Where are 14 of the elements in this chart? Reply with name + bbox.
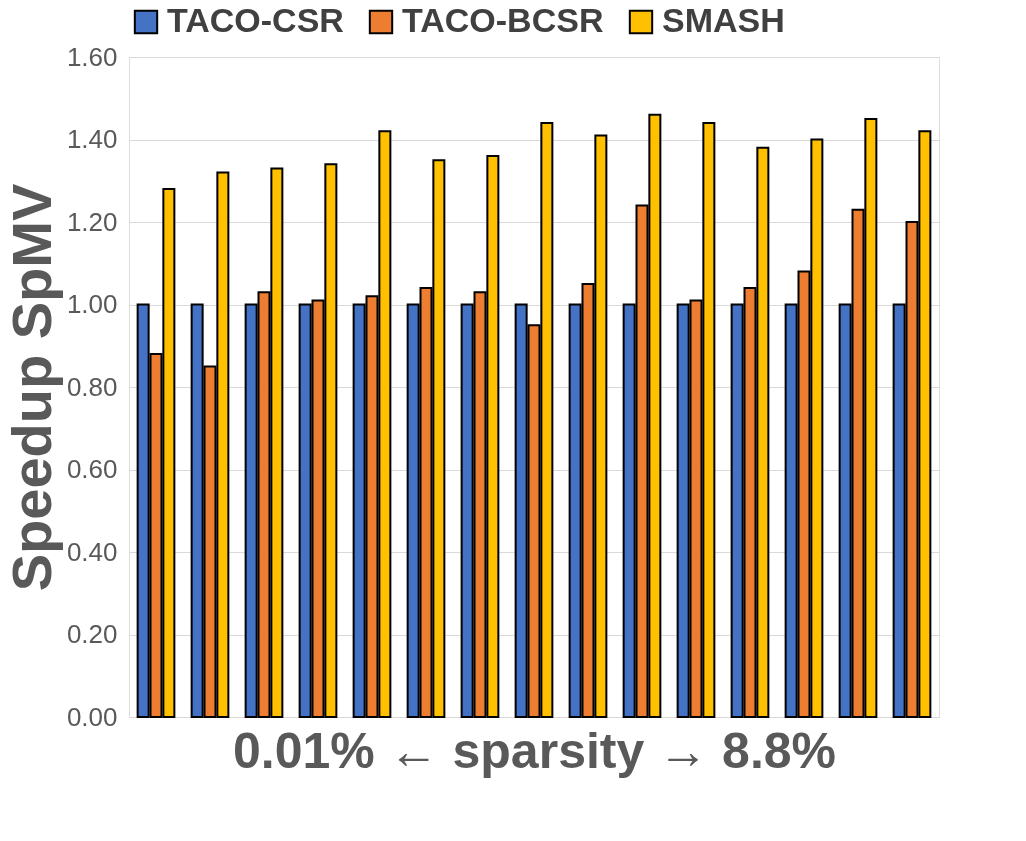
legend-label: TACO-BCSR (402, 1, 604, 39)
legend-label: SMASH (662, 1, 785, 39)
y-tick-label: 0.40 (66, 536, 118, 567)
y-tick-label: 1.40 (66, 124, 118, 154)
y-tick-label: 1.00 (66, 289, 118, 319)
y-tick-label: 0.80 (66, 371, 118, 402)
y-axis-title: Speedup SpMV (0, 183, 63, 592)
y-tick-label: 0.60 (66, 454, 118, 484)
legend-label: TACO-CSR (167, 1, 344, 39)
y-tick-label: 1.20 (66, 206, 118, 237)
y-tick-label: 0.20 (66, 619, 118, 649)
x-axis-title: 0.01% ← sparsity → 8.8% (232, 722, 837, 779)
y-tick-label: 1.60 (66, 41, 118, 72)
y-tick-label: 0.00 (66, 701, 118, 732)
